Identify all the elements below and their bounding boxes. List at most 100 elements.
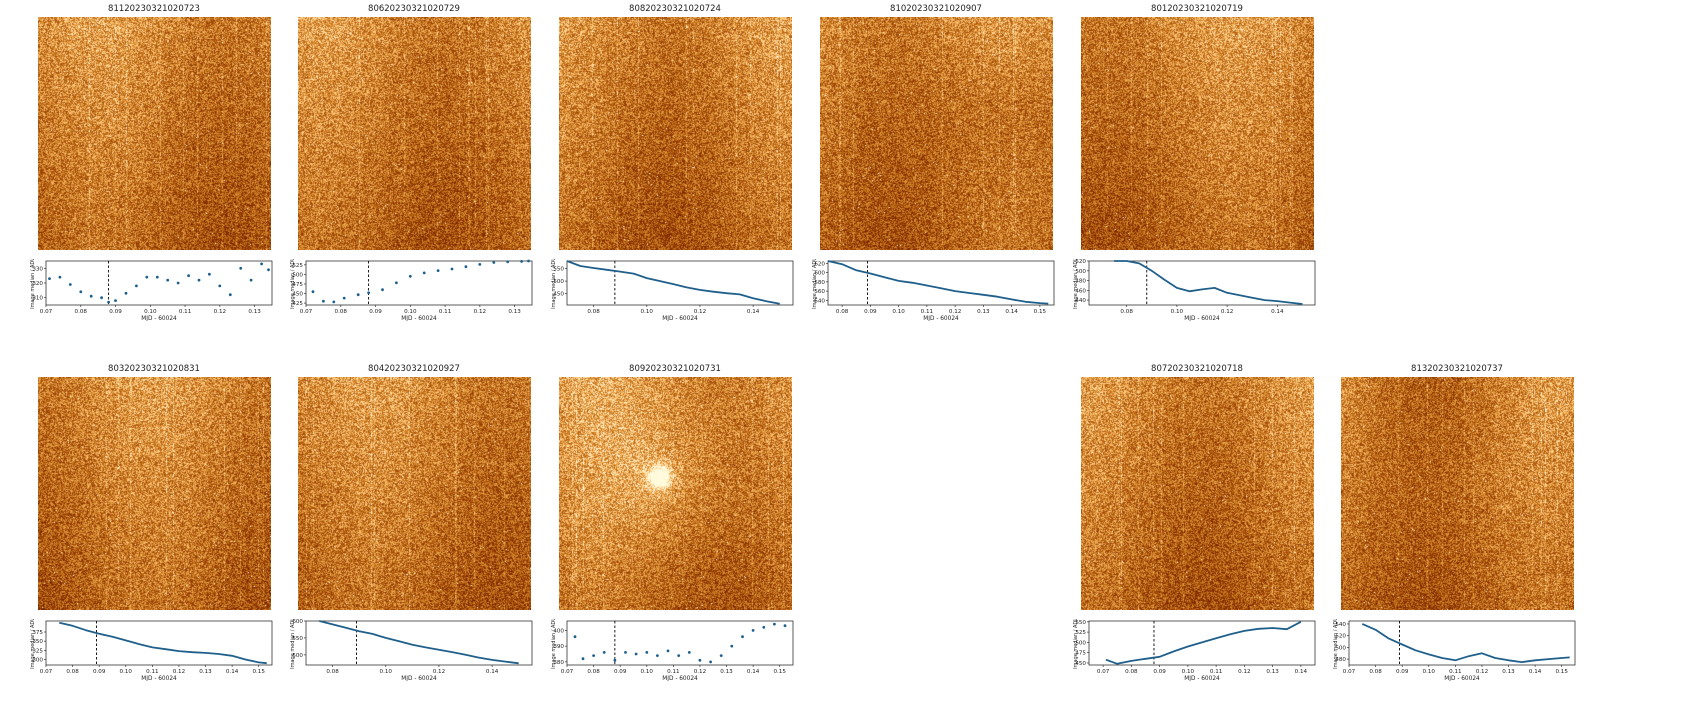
x-tick-label: 0.13 <box>1502 669 1515 675</box>
median-plot: 0.07 0.08 0.09 0.10 0.11 0.12 0.13 425 450 475 500… <box>290 259 533 321</box>
y-tick-label: 520 <box>1335 634 1346 640</box>
data-point <box>100 296 103 300</box>
sky-image <box>820 17 1053 250</box>
x-tick-label: 0.10 <box>1182 669 1195 675</box>
x-tick-label: 0.10 <box>380 669 393 675</box>
panel-9: 80720230321020718 0.07 0.08 0.09 0.10 0.11 0.… <box>1073 360 1321 705</box>
data-point <box>145 275 149 279</box>
data-point <box>762 625 766 629</box>
y-tick-label: 475 <box>292 282 303 288</box>
x-tick-label: 0.14 <box>226 669 239 675</box>
panel-1: 81120230321020723 0.07 0.08 0.09 0.10 0.11 0.… <box>30 0 278 345</box>
plot-frame <box>45 260 273 306</box>
y-tick-label: 500 <box>553 279 564 285</box>
image-title: 81120230321020723 <box>108 4 200 14</box>
data-point <box>48 277 51 280</box>
y-tick-label: 460 <box>1075 288 1086 294</box>
series-line <box>1114 260 1303 305</box>
y-tick-label: 540 <box>1335 622 1346 628</box>
data-point <box>730 644 734 648</box>
x-tick-label: 0.13 <box>1266 669 1279 675</box>
x-tick-label: 0.11 <box>921 309 934 315</box>
data-point <box>436 269 440 272</box>
data-point <box>228 293 232 297</box>
x-tick-label: 0.09 <box>369 309 382 315</box>
x-tick-label: 0.12 <box>949 309 961 315</box>
panel-4: 81020230321020907 0.08 0.09 0.10 0.11 0.12 0.… <box>812 0 1060 345</box>
data-point <box>332 300 336 304</box>
y-axis-label: Image median / ADU <box>290 619 296 669</box>
data-point <box>208 272 211 276</box>
y-tick-label: 310 <box>32 296 43 302</box>
x-axis-label: MJD - 60024 <box>401 316 437 321</box>
y-axis-label: Image median / ADU <box>551 259 557 309</box>
sky-image <box>38 17 271 250</box>
data-point <box>408 274 412 278</box>
panel-8: 80920230321020731 0.07 0.08 0.09 0.10 0.11 0.… <box>551 360 799 705</box>
y-axis-label: Image median / ADU <box>551 619 557 669</box>
y-tick-label: 500 <box>1075 640 1086 646</box>
x-tick-label: 0.10 <box>641 309 654 315</box>
y-tick-label: 600 <box>292 619 303 625</box>
x-tick-label: 0.10 <box>404 309 417 315</box>
median-plot: 0.08 0.10 0.12 0.14 440 460 480 500 520 MJD - 600… <box>1073 259 1316 321</box>
x-tick-label: 0.15 <box>773 669 786 675</box>
median-plot: 0.08 0.09 0.10 0.11 0.12 0.13 0.14 0.15 540 560 58… <box>812 259 1055 321</box>
data-point <box>624 651 627 654</box>
data-point <box>719 654 723 657</box>
image-title: 81320230321020737 <box>1411 364 1503 374</box>
x-tick-label: 0.12 <box>1221 309 1233 315</box>
y-tick-label: 300 <box>32 658 43 664</box>
data-point <box>773 622 776 626</box>
y-axis-label: Image median / ADU <box>1073 259 1079 309</box>
y-tick-label: 375 <box>32 630 43 636</box>
x-tick-label: 0.12 <box>433 669 445 675</box>
y-axis-label: Image median / ADU <box>30 619 36 669</box>
y-tick-label: 440 <box>1075 298 1086 304</box>
y-tick-label: 520 <box>1075 259 1086 265</box>
image-title: 80120230321020719 <box>1151 4 1243 14</box>
image-title: 80320230321020831 <box>108 364 200 374</box>
data-point <box>381 288 384 292</box>
x-tick-label: 0.11 <box>439 309 452 315</box>
sky-image <box>1081 377 1314 610</box>
x-axis-label: MJD - 60024 <box>923 316 959 321</box>
data-point <box>322 299 325 303</box>
median-plot: 0.07 0.08 0.09 0.10 0.11 0.12 0.13 0.14 0.15 480 5… <box>1333 619 1576 681</box>
x-tick-label: 0.12 <box>474 309 486 315</box>
y-tick-label: 425 <box>292 301 303 307</box>
x-tick-label: 0.12 <box>214 309 226 315</box>
data-point <box>89 294 93 298</box>
y-tick-label: 500 <box>292 653 303 659</box>
x-tick-label: 0.14 <box>1005 309 1018 315</box>
series-line <box>827 260 1049 305</box>
data-point <box>187 274 191 278</box>
y-tick-label: 330 <box>32 266 43 272</box>
x-axis-label: MJD - 60024 <box>662 676 698 681</box>
data-point <box>166 278 170 282</box>
data-point <box>478 263 482 266</box>
y-tick-label: 500 <box>292 272 303 278</box>
x-tick-label: 0.10 <box>120 669 133 675</box>
x-tick-label: 0.07 <box>561 669 574 675</box>
sky-image <box>298 377 531 610</box>
x-tick-label: 0.07 <box>40 309 53 315</box>
x-tick-label: 0.13 <box>248 309 261 315</box>
x-tick-label: 0.08 <box>66 669 79 675</box>
data-point <box>506 260 510 264</box>
data-point <box>114 299 117 302</box>
image-title: 80820230321020724 <box>629 4 721 14</box>
x-tick-label: 0.15 <box>252 669 265 675</box>
y-tick-label: 500 <box>1335 645 1346 651</box>
y-tick-label: 580 <box>814 280 825 286</box>
median-plot: 0.07 0.08 0.09 0.10 0.11 0.12 0.13 0.14 0.15 300 3… <box>30 619 273 681</box>
data-point <box>155 275 159 279</box>
panel-7: 80420230321020927 0.08 0.10 0.12 0.14 500 550… <box>290 360 538 705</box>
median-plot: 0.07 0.08 0.09 0.10 0.11 0.12 0.13 0.14 450 475 50… <box>1073 619 1316 681</box>
data-point <box>741 635 744 639</box>
x-tick-label: 0.08 <box>1369 669 1382 675</box>
y-tick-label: 550 <box>1075 620 1086 626</box>
data-point <box>602 651 606 654</box>
x-tick-label: 0.14 <box>747 669 760 675</box>
image-title: 80420230321020927 <box>368 364 460 374</box>
